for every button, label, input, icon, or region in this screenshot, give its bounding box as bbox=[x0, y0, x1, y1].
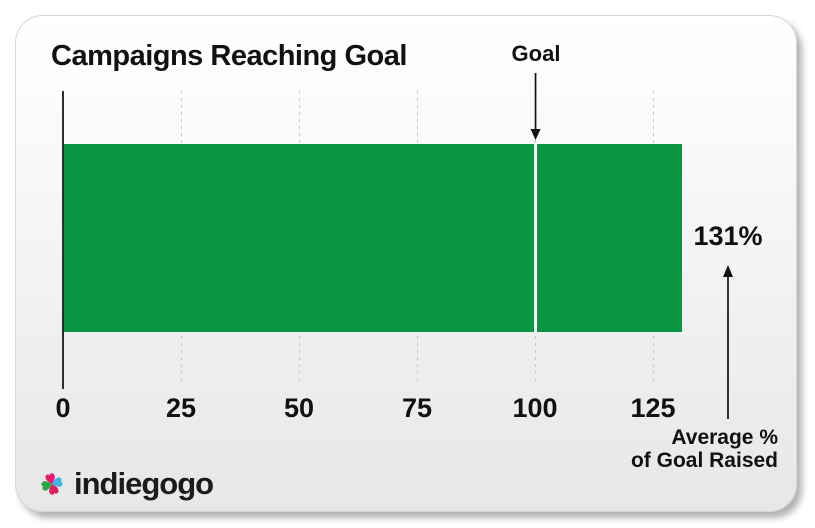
x-tick-label-50: 50 bbox=[283, 393, 315, 423]
goal-threshold-line bbox=[533, 144, 537, 332]
y-axis-line bbox=[62, 91, 64, 389]
value-label: 131% bbox=[693, 221, 763, 251]
axis-annotation: Average % of Goal Raised bbox=[578, 426, 778, 472]
x-tick-label-25: 25 bbox=[165, 393, 197, 423]
value-bar bbox=[64, 144, 683, 332]
indiegogo-wordmark: indiegogo bbox=[74, 466, 214, 501]
indiegogo-logo: indiegogo bbox=[37, 464, 214, 504]
axis-annotation-line2: of Goal Raised bbox=[630, 449, 778, 472]
x-tick-label-125: 125 bbox=[630, 393, 676, 423]
value-up-arrow-icon bbox=[723, 265, 733, 419]
chart-card: Campaigns Reaching Goal 0 25 50 75 100 125 Go… bbox=[15, 15, 797, 512]
goal-down-arrow-icon bbox=[531, 73, 541, 140]
chart-title: Campaigns Reaching Goal bbox=[51, 40, 407, 72]
axis-annotation-line1: Average % bbox=[671, 426, 778, 449]
goal-label: Goal bbox=[511, 41, 561, 66]
x-tick-label-75: 75 bbox=[401, 393, 433, 423]
goal-annotation: Goal bbox=[511, 41, 561, 141]
plot-area: 0 25 50 75 100 125 bbox=[16, 16, 798, 513]
x-tick-label-0: 0 bbox=[55, 393, 71, 423]
x-tick-label-100: 100 bbox=[512, 393, 558, 423]
indiegogo-flower-icon bbox=[40, 472, 64, 496]
